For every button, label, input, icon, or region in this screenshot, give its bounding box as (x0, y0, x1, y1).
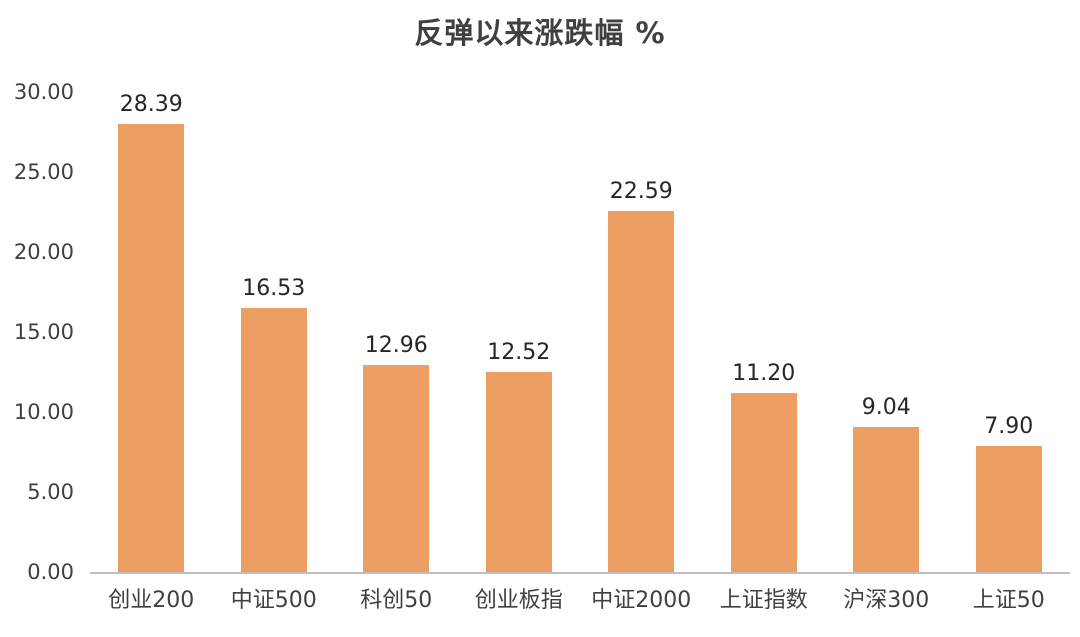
y-tick-label: 5.00 (27, 480, 74, 505)
bar-slot: 9.04 (825, 92, 948, 572)
bar-value-label: 9.04 (861, 395, 911, 421)
bar (363, 364, 430, 572)
x-tick-label: 科创50 (360, 588, 433, 613)
y-tick-label: 10.00 (13, 400, 74, 425)
bar-slot: 7.90 (948, 92, 1071, 572)
bar (853, 427, 920, 572)
bar (240, 307, 307, 572)
x-tick-label: 上证指数 (719, 588, 808, 613)
x-tick-label: 上证50 (972, 588, 1045, 613)
bar (608, 210, 675, 572)
x-tick-label: 中证2000 (591, 588, 692, 613)
y-tick-label: 30.00 (13, 80, 74, 104)
bar-slot: 28.39 (90, 92, 213, 572)
y-tick-label: 20.00 (13, 240, 74, 265)
y-tick-label: 25.00 (13, 160, 74, 184)
y-tick-label: 0.00 (27, 560, 74, 584)
bar (730, 392, 797, 572)
bar-slot: 16.53 (213, 92, 336, 572)
bar-value-label: 7.90 (984, 413, 1034, 439)
x-axis: 创业200 中证500 科创50 创业板指 中证2000 上证指数 沪深300 上证50 (90, 582, 1070, 614)
bar-slot: 12.96 (335, 92, 458, 572)
x-tick-label: 沪深300 (843, 588, 930, 613)
chart-title: 反弹以来涨跌幅 % (414, 16, 666, 50)
bar-value-label: 12.52 (487, 339, 551, 365)
y-tick-label: 15.00 (13, 320, 74, 344)
x-tick-label: 创业200 (108, 588, 195, 613)
bar-value-label: 12.96 (364, 332, 428, 358)
bar-value-label: 11.20 (732, 360, 796, 386)
bar (118, 124, 185, 572)
bar-value-label: 28.39 (119, 92, 183, 117)
bar-slot: 11.20 (703, 92, 826, 572)
bar-slot: 12.52 (458, 92, 581, 572)
y-axis: 0.00 5.00 10.00 15.00 20.00 25.00 30.00 (0, 80, 78, 584)
plot-area: 28.39 16.53 12.96 12.52 22.59 11.20 9.04 7.90 (90, 92, 1070, 574)
bar (485, 371, 552, 572)
bar-value-label: 22.59 (609, 178, 673, 204)
x-tick-label: 创业板指 (474, 588, 563, 613)
bar-slot: 22.59 (580, 92, 703, 572)
bar-value-label: 16.53 (242, 275, 306, 301)
bar (975, 445, 1042, 572)
x-tick-label: 中证500 (230, 588, 317, 613)
